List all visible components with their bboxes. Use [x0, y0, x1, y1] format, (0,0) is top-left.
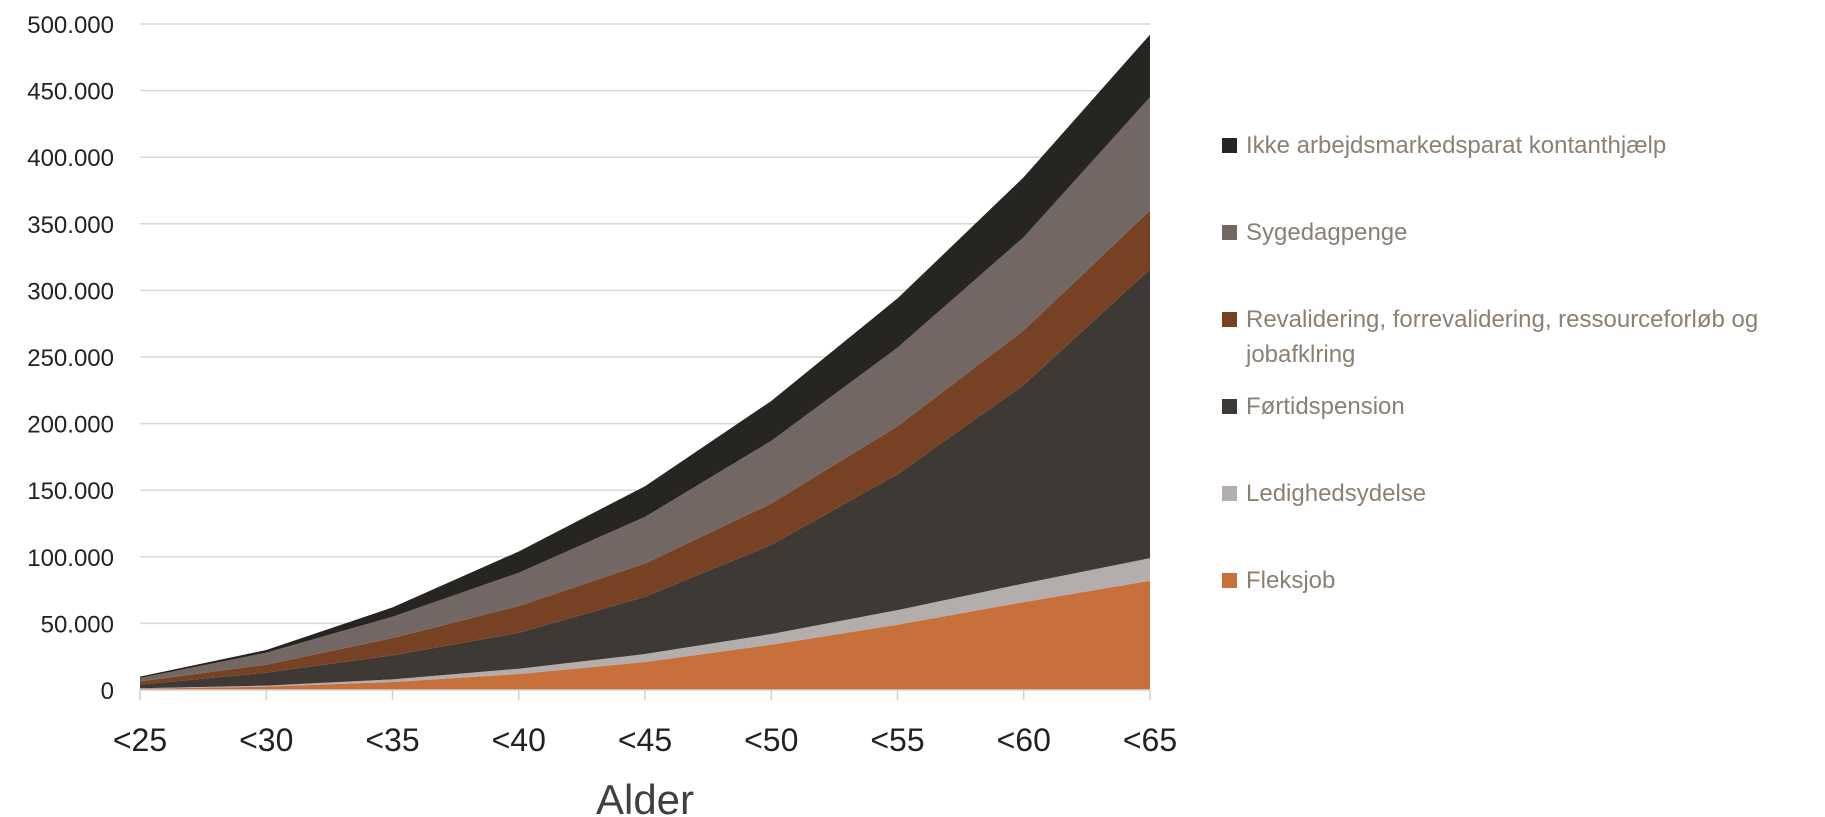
legend-label: Førtidspension [1246, 393, 1405, 420]
x-tick-label: <25 [113, 722, 167, 758]
legend-swatch [1222, 399, 1237, 414]
legend-swatch [1222, 312, 1237, 327]
y-tick-label: 350.000 [27, 212, 114, 239]
legend-label: Ikke arbejdsmarkedsparat kontanthjælp [1246, 132, 1667, 159]
axes [139, 689, 1151, 700]
x-tick-labels: <25 <30 <35 <40 <45 <50 <55 <60 <65 [113, 722, 1177, 758]
y-tick-label: 400.000 [27, 145, 114, 172]
legend-swatch [1222, 225, 1237, 240]
series-area-0 [140, 580, 1150, 690]
legend-item: Fleksjob [1222, 563, 1816, 598]
gridlines [140, 23, 1150, 625]
y-tick-labels: 0 50.000 100.000 150.000 200.000 250.000 300.0… [27, 12, 114, 705]
x-tick-label: <40 [492, 722, 546, 758]
legend-swatch [1222, 486, 1237, 501]
x-tick-label: <55 [870, 722, 924, 758]
legend-item: Sygedagpenge [1222, 215, 1816, 250]
y-tick-label: 100.000 [27, 545, 114, 572]
x-tick-label: <30 [239, 722, 293, 758]
y-tick-label: 150.000 [27, 478, 114, 505]
legend-swatch [1222, 138, 1237, 153]
legend-item: Ikke arbejdsmarkedsparat kontanthjælp [1222, 128, 1816, 163]
area-series [140, 34, 1150, 690]
legend-label: Sygedagpenge [1246, 219, 1408, 246]
series-area-2 [140, 269, 1150, 689]
y-tick-label: 300.000 [27, 278, 114, 305]
y-tick-label: 50.000 [41, 611, 114, 638]
y-tick-label: 250.000 [27, 345, 114, 372]
x-tick-label: <45 [618, 722, 672, 758]
y-tick-label: 500.000 [27, 12, 114, 39]
legend-label: Revalidering, forrevalidering, ressource… [1246, 306, 1759, 368]
legend-item: Førtidspension [1222, 389, 1816, 424]
x-tick-label: <50 [744, 722, 798, 758]
x-tick-label: <60 [997, 722, 1051, 758]
y-tick-label: 450.000 [27, 79, 114, 106]
legend-swatch [1222, 573, 1237, 588]
x-tick-label: <35 [365, 722, 419, 758]
series-area-3 [140, 210, 1150, 685]
legend-label: Ledighedsydelse [1246, 480, 1427, 507]
y-tick-label: 200.000 [27, 412, 114, 439]
legend-label: Fleksjob [1246, 567, 1336, 594]
y-tick-label: 0 [101, 678, 114, 705]
x-tick-label: <65 [1123, 722, 1177, 758]
x-axis-title: Alder [596, 776, 694, 817]
legend-item: Revalidering, forrevalidering, ressource… [1222, 302, 1816, 372]
legend-item: Ledighedsydelse [1222, 476, 1816, 511]
